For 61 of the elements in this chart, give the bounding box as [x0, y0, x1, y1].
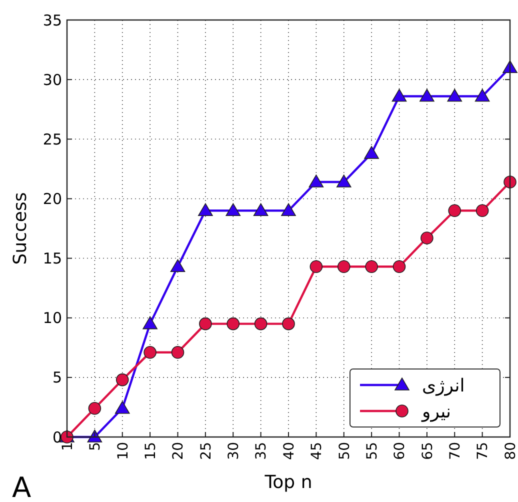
x-tick-label: 65 — [420, 442, 436, 460]
point — [336, 174, 352, 188]
point — [88, 402, 102, 415]
x-tick-label: 50 — [336, 442, 353, 460]
point — [142, 316, 158, 330]
x-tick-label: 5 — [88, 442, 104, 451]
point — [364, 146, 379, 159]
y-tick-label: 20 — [42, 190, 62, 208]
x-tick-label: 40 — [281, 442, 298, 460]
x-tick-label: 1 — [60, 442, 76, 451]
point — [420, 88, 434, 102]
point — [254, 317, 268, 330]
x-tick-label: 60 — [392, 442, 408, 460]
x-tick-label: 20 — [170, 442, 187, 460]
x-tick-label: 55 — [364, 442, 380, 460]
point — [253, 203, 268, 216]
point — [392, 260, 406, 274]
point — [199, 317, 212, 330]
y-tick-label: 15 — [42, 250, 62, 268]
x-tick-label: 30 — [226, 442, 242, 460]
point — [447, 88, 462, 102]
x-tick-label: 45 — [309, 442, 326, 460]
point — [476, 204, 489, 218]
point — [114, 401, 130, 414]
point — [420, 232, 434, 244]
text: A — [12, 471, 32, 502]
point — [144, 346, 156, 359]
point — [504, 176, 516, 188]
point — [365, 260, 378, 274]
point — [337, 260, 350, 274]
point — [171, 346, 184, 359]
y-tick-label: 30 — [42, 70, 62, 89]
point — [310, 260, 323, 274]
x-tick-label: 10 — [115, 442, 132, 460]
point — [226, 203, 241, 216]
point — [198, 203, 213, 216]
point — [282, 317, 295, 330]
y-axis-title: Success — [10, 192, 31, 265]
x-tick-label: 35 — [254, 442, 270, 460]
point — [87, 430, 102, 442]
point — [170, 259, 186, 272]
point — [226, 317, 240, 330]
legend-label: انرژی — [422, 375, 465, 396]
x-tick-label: 75 — [475, 442, 492, 460]
point — [474, 88, 490, 102]
point — [392, 88, 407, 102]
x-tick-label: 25 — [198, 442, 214, 460]
point — [116, 373, 129, 386]
legend-label: نیرو — [421, 401, 452, 422]
x-tick-label: 15 — [142, 442, 159, 460]
y-tick-label: 25 — [42, 130, 62, 148]
point — [281, 203, 296, 216]
y-tick-label: 5 — [52, 368, 62, 387]
y-tick-label: 10 — [42, 309, 62, 328]
point — [448, 204, 462, 218]
x-axis-title: Top n — [264, 472, 312, 493]
point — [308, 174, 324, 188]
x-tick-label: 70 — [448, 442, 464, 460]
y-tick-label: 35 — [42, 11, 62, 30]
y-tick-label: 0 — [52, 428, 62, 446]
x-tick-label: 80 — [502, 442, 518, 460]
